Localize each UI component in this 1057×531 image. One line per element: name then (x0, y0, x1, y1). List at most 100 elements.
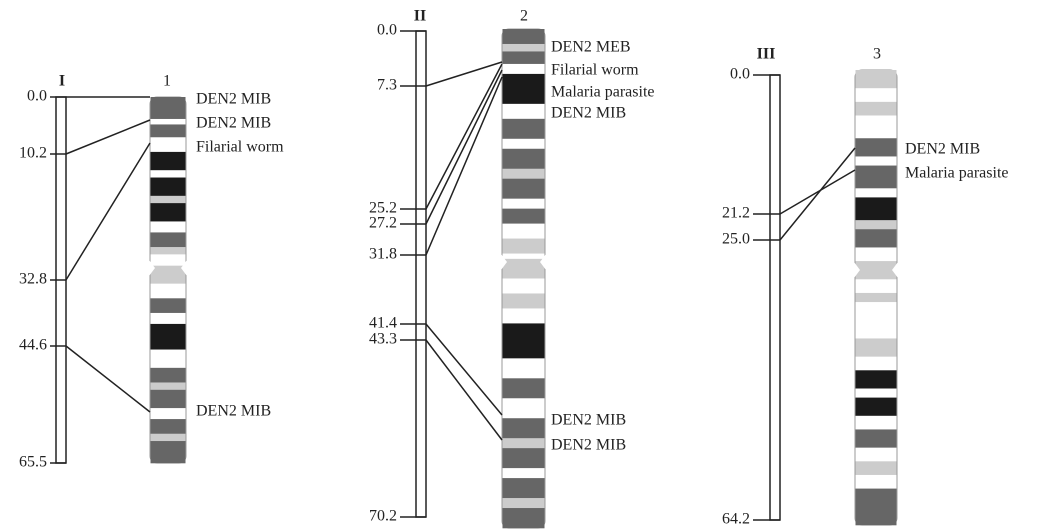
chromosome-band (503, 29, 545, 44)
marker-label: 43.3 (369, 331, 397, 348)
chromosome-band (856, 370, 897, 389)
chromosome-band (856, 188, 897, 197)
chromosome-band (856, 261, 897, 280)
chromosome-band (503, 498, 545, 508)
marker-label: 65.5 (19, 454, 47, 471)
chromosome-band (151, 137, 186, 152)
marker-label: 0.0 (377, 22, 397, 39)
chromosome-band (503, 254, 545, 259)
chromosome-band (151, 196, 186, 204)
chromosome-band (503, 398, 545, 418)
chromosome-band (856, 302, 897, 321)
chromosome-band (856, 220, 897, 229)
chromosome-band (503, 224, 545, 239)
chromosome-band (503, 74, 545, 89)
chromosome-band (503, 179, 545, 199)
marker-label: 7.3 (377, 77, 397, 94)
gene-label: Malaria parasite (551, 84, 655, 101)
marker-label: 32.8 (19, 271, 47, 288)
chromosome-band (503, 323, 545, 358)
chromosome-band (503, 508, 545, 528)
link-line (426, 62, 502, 86)
gene-label: DEN2 MIB (551, 437, 626, 454)
marker-label: 21.2 (722, 205, 750, 222)
chromosome-band (151, 408, 186, 419)
chromosome-band (151, 368, 186, 383)
linkage-bar (416, 31, 426, 517)
chromosome-band (856, 279, 897, 293)
chromosome-band (151, 298, 186, 313)
chromosome-band (856, 489, 897, 503)
chromosome-band (856, 502, 897, 525)
marker-label: 70.2 (369, 508, 397, 525)
marker-label: 0.0 (730, 66, 750, 83)
chromosome-band (151, 203, 186, 222)
chromosome-band (503, 293, 545, 308)
marker-label: 27.2 (369, 215, 397, 232)
chromosome-band (503, 239, 545, 254)
chromosome-band (856, 448, 897, 462)
chromosome-band (503, 448, 545, 468)
gene-label: DEN2 MIB (551, 412, 626, 429)
chromosome-band (856, 156, 897, 165)
chromosome-band (503, 139, 545, 149)
link-line (426, 64, 502, 209)
marker-label: 31.8 (369, 246, 397, 263)
chromosome-band (503, 51, 545, 64)
chromosome-band (856, 229, 897, 248)
gene-label: Filarial worm (196, 139, 284, 156)
marker-label: 41.4 (369, 315, 397, 332)
chromosome-band (856, 429, 897, 448)
chromosome-band (503, 149, 545, 169)
chromosome-band (151, 152, 186, 171)
link-line (780, 148, 855, 240)
chromosome-band (503, 89, 545, 104)
link-line (426, 70, 502, 224)
chromosome-band (856, 338, 897, 357)
chromosome-band (151, 221, 186, 232)
link-line (66, 346, 150, 412)
chromosome-band (856, 102, 897, 116)
gene-label: DEN2 MIB (905, 141, 980, 158)
chromosome-band (151, 119, 186, 125)
chromosome-band (151, 170, 186, 178)
link-line (66, 143, 150, 280)
chromosome-band (503, 44, 545, 52)
chromosome-band (856, 475, 897, 489)
chromosome-band (856, 70, 897, 89)
marker-label: 0.0 (27, 88, 47, 105)
chromosome-band (503, 438, 545, 448)
link-line (66, 120, 150, 154)
chromosome-band (503, 308, 545, 323)
link-line (780, 170, 855, 214)
chromosome-band (856, 357, 897, 371)
gene-label: DEN2 MIB (196, 91, 271, 108)
chromosome-band (503, 169, 545, 179)
chromosome-title: 2 (520, 8, 528, 25)
chromosome-band (856, 166, 897, 189)
chromosome-band (503, 378, 545, 398)
chromosome-band (151, 382, 186, 390)
gene-label: DEN2 MIB (196, 115, 271, 132)
chromosome-band (151, 284, 186, 299)
chromosome-band (856, 197, 897, 220)
chromosome-band (503, 199, 545, 209)
gene-label: Filarial worm (551, 62, 639, 79)
link-line (426, 340, 502, 440)
map-title: I (59, 73, 65, 90)
chromosome-band (503, 468, 545, 478)
chromosome-band (151, 273, 186, 284)
chromosome-band (856, 389, 897, 398)
chromosome-band (856, 398, 897, 417)
chromosome-band (503, 478, 545, 498)
chromosome-band (151, 390, 186, 409)
map-title: III (757, 46, 776, 63)
chromosome-title: 1 (163, 73, 171, 90)
chromosome-band (856, 116, 897, 139)
chromosome-band (856, 320, 897, 339)
marker-label: 10.2 (19, 145, 47, 162)
chromosome-band (856, 461, 897, 475)
chromosome-band (503, 358, 545, 378)
chromosome-band (503, 119, 545, 139)
map-title: II (414, 8, 426, 25)
